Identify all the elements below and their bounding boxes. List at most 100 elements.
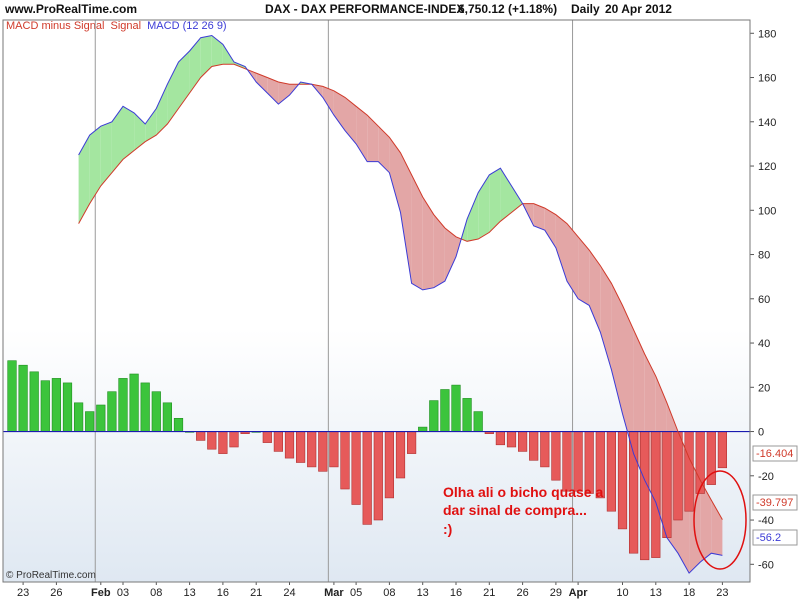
histogram-bar (40, 380, 50, 432)
histogram-bar (307, 431, 317, 468)
bearish-fill-segment (544, 208, 556, 248)
bullish-fill-segment (467, 192, 479, 242)
histogram-bar (29, 371, 39, 432)
legend-macd-minus-signal: MACD minus Signal (6, 20, 104, 32)
histogram-bar (218, 431, 228, 454)
bullish-fill-segment (511, 185, 523, 213)
histogram-bar (429, 400, 439, 432)
copyright: © ProRealTime.com (6, 570, 96, 581)
period-label: Daily (571, 2, 600, 16)
x-tick-label: 21 (250, 587, 262, 599)
histogram-bar (406, 431, 417, 454)
histogram-bar (329, 431, 339, 468)
legend-macd: MACD (12 26 9) (147, 20, 226, 32)
bullish-fill-segment (156, 84, 168, 136)
annotation: Olha ali o bicho quase a dar sinal de co… (443, 470, 747, 570)
x-tick-label: 26 (516, 587, 528, 599)
histogram-bar (273, 431, 284, 452)
bearish-fill-segment (622, 305, 634, 454)
x-tick-label: Apr (569, 587, 589, 599)
signal-line (78, 63, 723, 520)
bearish-fill-segment (444, 228, 456, 282)
bullish-fill-segment (234, 62, 246, 69)
histogram-bar (495, 431, 506, 446)
bullish-fill-segment (189, 37, 201, 93)
bullish-fill-segment (134, 112, 146, 151)
histogram-bar (96, 404, 106, 432)
histogram-bar (373, 431, 383, 521)
date-label: 20 Apr 2012 (605, 2, 672, 16)
histogram-bar (74, 402, 84, 432)
histogram-bar (440, 389, 450, 432)
last-value-signal: -39.797 (756, 497, 793, 509)
histogram-bar (617, 431, 628, 530)
price-change: 6,750.12 (+1.18%) (458, 2, 557, 16)
histogram-bar (118, 378, 128, 432)
macd-signal-area-layer (78, 35, 723, 574)
histogram-bar (628, 431, 639, 554)
histogram-bar (573, 431, 583, 492)
histogram-bar (140, 382, 150, 432)
histogram-bar (562, 431, 572, 492)
y-tick-label: 80 (758, 250, 770, 262)
y-tick-label: 60 (758, 294, 770, 306)
x-tick-label: 13 (183, 587, 195, 599)
histogram-bar (462, 398, 472, 432)
x-tick-label: 03 (117, 587, 129, 599)
histogram-bar (606, 431, 616, 512)
histogram-bar (85, 411, 95, 432)
bullish-fill-segment (178, 51, 190, 109)
x-tick-label: 26 (50, 587, 62, 599)
bullish-fill-segment (123, 106, 135, 160)
x-tick-label: 16 (450, 587, 462, 599)
histogram-bar (62, 382, 73, 432)
histogram-bar (7, 360, 17, 432)
bearish-fill-segment (256, 73, 268, 93)
x-tick-label: 21 (483, 587, 495, 599)
y-tick-label: 180 (758, 28, 776, 40)
grid-layer (94, 20, 574, 582)
y-tick-label: -40 (758, 515, 774, 527)
histogram-bar (695, 431, 705, 494)
y-tick-label: 40 (758, 338, 770, 350)
histogram-bar (673, 431, 683, 521)
bullish-fill-segment (200, 35, 212, 78)
bearish-fill-segment (567, 223, 579, 299)
histogram-bar (506, 431, 517, 448)
bearish-fill-segment (600, 265, 612, 370)
y-tick-label: -60 (758, 559, 774, 571)
histogram-bar (540, 431, 550, 468)
line-layer (3, 34, 750, 574)
histogram-bar (262, 431, 272, 443)
last-value-box-macd (752, 529, 798, 546)
histogram-bar (129, 373, 139, 432)
y-tick-label: 20 (758, 382, 770, 394)
x-tick-label: 13 (650, 587, 662, 599)
y-tick-label: 100 (758, 205, 776, 217)
histogram-bar (717, 431, 727, 469)
histogram-bar (684, 431, 694, 512)
plot-frame (2, 19, 751, 583)
annotation-line-2: dar sinal de compra... (443, 502, 587, 518)
histogram-bar (517, 431, 528, 452)
x-axis: 23 26 Feb 03 08 13 16 21 24 Mar 05 08 13 16 21 26 29 Apr 1… (17, 582, 729, 599)
histogram-bar (196, 431, 206, 441)
histogram-bar (451, 384, 461, 432)
x-tick-label: 16 (217, 587, 229, 599)
annotation-line-1: Olha ali o bicho quase a (443, 484, 603, 500)
x-tick-label: 29 (550, 587, 562, 599)
histogram-bar (551, 431, 561, 481)
histogram-bar (340, 431, 350, 490)
histogram-bar (529, 431, 539, 461)
last-value-macd: -56.2 (756, 532, 781, 544)
bearish-fill-segment (711, 500, 723, 556)
histogram-bar (395, 431, 406, 479)
y-tick-label: 160 (758, 73, 776, 85)
highlight-circle (693, 470, 747, 570)
legend-signal: Signal (110, 20, 141, 32)
bearish-fill-segment (578, 236, 590, 306)
histogram-bar (173, 417, 184, 432)
bearish-fill-segment (345, 97, 357, 144)
histogram-bar (229, 431, 239, 448)
